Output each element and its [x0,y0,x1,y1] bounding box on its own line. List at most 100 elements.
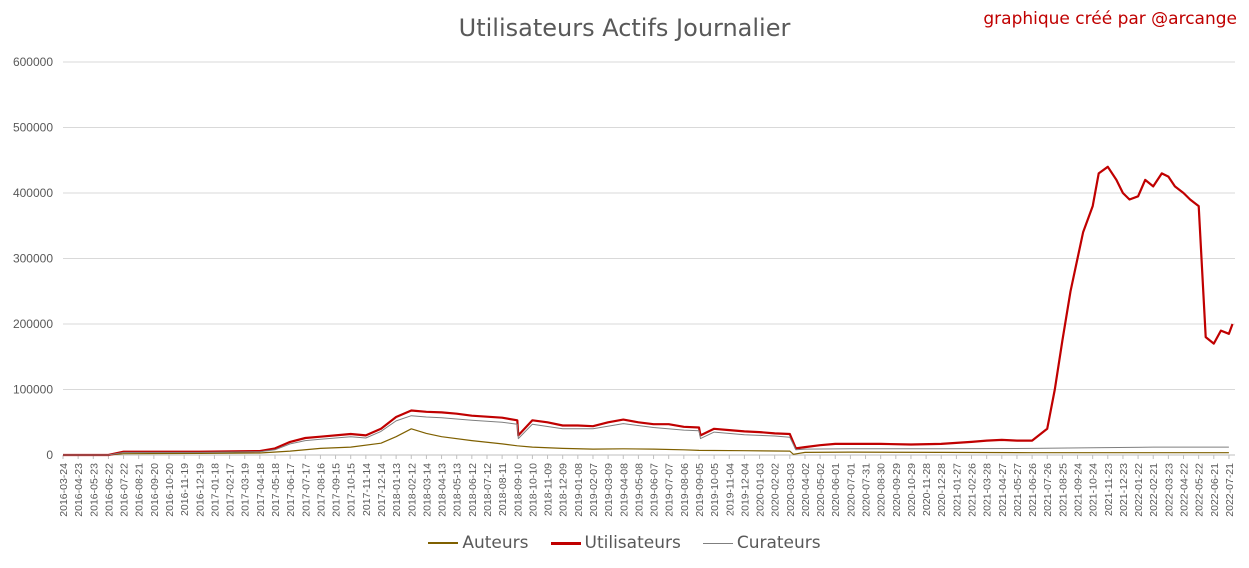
x-tick-label: 2019-06-07 [649,463,661,517]
x-tick-label: 2018-08-11 [497,463,509,516]
x-tick-label: 2018-05-13 [452,463,464,517]
x-tick-label: 2017-05-18 [270,463,282,517]
x-tick-label: 2020-02-02 [770,463,782,517]
x-tick-label: 2016-04-23 [73,463,85,517]
x-tick-label: 2019-10-05 [709,463,721,517]
x-tick-label: 2022-01-22 [1133,463,1145,517]
legend-label-auteurs: Auteurs [462,533,529,553]
x-tick-label: 2017-11-14 [361,463,373,516]
series-line-curateurs [63,415,1229,456]
x-tick-label: 2021-02-26 [967,463,979,517]
y-tick-label: 500000 [13,121,53,135]
y-tick-label: 600000 [13,55,53,69]
y-tick-label: 200000 [13,317,53,331]
legend-swatch-utilisateurs [550,541,581,545]
x-tick-label: 2019-02-07 [588,463,600,517]
x-tick-label: 2016-09-20 [149,463,161,517]
legend-label-curateurs: Curateurs [736,533,821,553]
x-tick-label: 2018-11-09 [543,463,555,516]
x-tick-label: 2021-08-25 [1057,463,1069,517]
x-tick-label: 2021-03-28 [982,463,994,517]
x-tick-label: 2019-11-04 [724,463,736,516]
x-tick-label: 2016-03-24 [58,463,70,517]
x-tick-label: 2020-08-30 [876,463,888,517]
x-tick-label: 2017-04-18 [255,463,267,517]
x-tick-label: 2022-06-21 [1209,463,1221,517]
x-tick-label: 2021-10-24 [1088,463,1100,517]
x-tick-label: 2020-07-01 [845,463,857,517]
x-tick-label: 2022-07-21 [1224,463,1236,517]
x-tick-label: 2018-10-10 [527,463,539,517]
x-tick-label: 2017-01-18 [209,463,221,517]
x-tick-label: 2022-02-21 [1148,463,1160,517]
x-tick-label: 2018-09-10 [512,463,524,517]
x-tick-label: 2022-04-22 [1179,463,1191,517]
x-tick-label: 2018-06-12 [467,463,479,517]
x-tick-label: 2016-11-19 [179,463,191,516]
x-tick-label: 2021-09-24 [1073,463,1085,517]
x-tick-label: 2021-11-23 [1103,463,1115,516]
x-tick-label: 2021-06-26 [1027,463,1039,517]
x-tick-label: 2016-12-19 [194,463,206,517]
x-tick-label: 2016-07-22 [119,463,131,517]
x-tick-label: 2018-04-13 [437,463,449,517]
x-tick-label: 2017-08-16 [315,463,327,517]
gridlines [63,61,1235,456]
x-tick-label: 2019-09-05 [694,463,706,517]
x-tick-label: 2019-05-08 [633,463,645,517]
x-tick-label: 2020-11-28 [921,463,933,516]
series-lines [63,165,1234,457]
legend-item-auteurs: Auteurs [428,533,529,553]
x-tick-label: 2022-05-22 [1194,463,1206,517]
x-tick-label: 2020-12-28 [936,463,948,517]
x-tick-label: 2020-07-31 [861,463,873,517]
x-tick-label: 2016-06-22 [103,463,115,517]
x-tick-label: 2021-12-23 [1118,463,1130,517]
x-tick-label: 2021-07-26 [1042,463,1054,517]
x-tick-label: 2018-12-09 [558,463,570,517]
y-tick-label: 0 [46,448,53,462]
x-tick-label: 2016-05-23 [88,463,100,517]
x-tick-label: 2020-01-03 [755,463,767,517]
x-tick-label: 2020-03-03 [785,463,797,517]
x-tick-label: 2019-12-04 [739,463,751,517]
y-tick-label: 400000 [13,186,53,200]
x-tick-label: 2021-04-27 [997,463,1009,517]
x-tick-label: 2016-10-20 [164,463,176,517]
x-tick-label: 2017-10-15 [346,463,358,517]
x-tick-label: 2016-08-21 [134,463,146,517]
x-tick-label: 2017-03-19 [240,463,252,517]
legend-label-utilisateurs: Utilisateurs [584,533,681,553]
series-line-utilisateurs [63,165,1234,457]
x-tick-label: 2018-02-12 [406,463,418,517]
chart-title: Utilisateurs Actifs Journalier [458,14,791,42]
x-tick-label: 2018-03-14 [421,463,433,517]
x-tick-label: 2019-08-06 [679,463,691,517]
x-tick-label: 2020-04-02 [800,463,812,517]
x-tick-label: 2020-05-02 [815,463,827,517]
x-tick-label: 2020-06-01 [830,463,842,517]
x-tick-label: 2018-07-12 [482,463,494,517]
x-tick-label: 2021-01-27 [951,463,963,517]
y-axis-ticks: 0 100000 200000 300000 400000 500000 600000 [13,55,53,462]
x-axis-ticks: 2016-03-24 2016-04-23 2016-05-23 2016-06-22… [58,455,1236,517]
x-tick-label: 2019-07-07 [664,463,676,517]
x-tick-label: 2017-12-14 [376,463,388,517]
y-tick-label: 100000 [13,383,53,397]
legend-item-utilisateurs: Utilisateurs [550,533,681,553]
x-tick-label: 2019-03-09 [603,463,615,517]
x-tick-label: 2019-01-08 [573,463,585,517]
x-tick-label: 2020-10-29 [906,463,918,517]
x-tick-label: 2017-02-17 [225,463,237,517]
legend-swatch-curateurs [702,542,733,544]
legend-swatch-auteurs [428,542,459,544]
x-tick-label: 2022-03-23 [1163,463,1175,517]
x-tick-label: 2020-09-29 [891,463,903,517]
legend-item-curateurs: Curateurs [702,533,821,553]
x-tick-label: 2018-01-13 [391,463,403,517]
x-tick-label: 2021-05-27 [1012,463,1024,517]
x-tick-label: 2017-09-15 [331,463,343,517]
series-line-auteurs [63,428,1229,456]
